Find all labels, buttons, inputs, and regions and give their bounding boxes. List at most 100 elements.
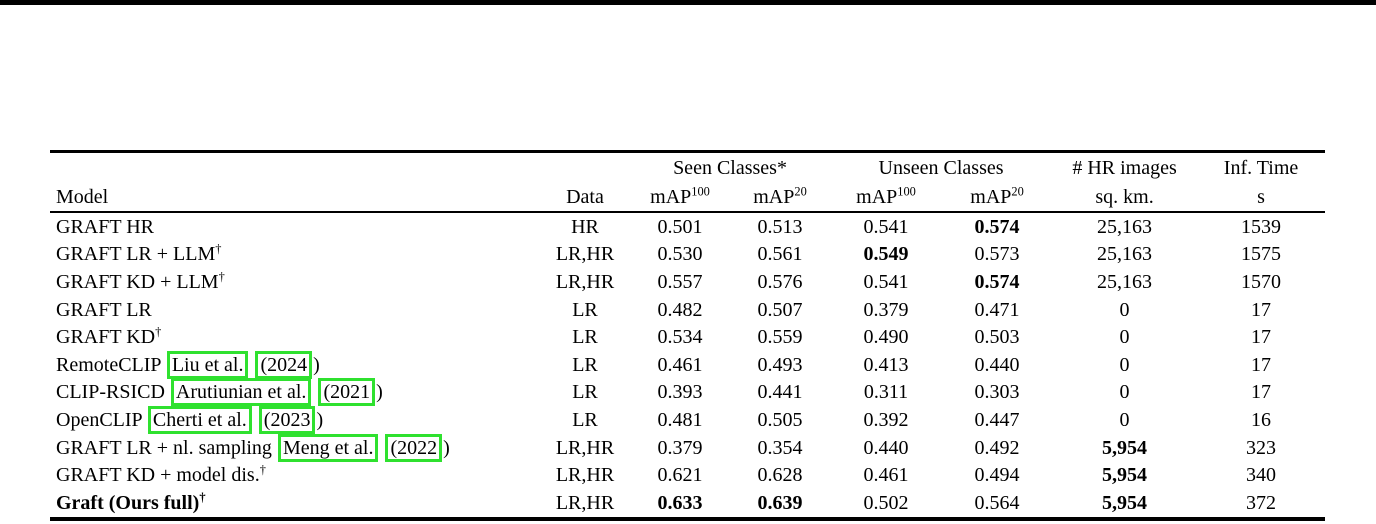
map-exponent: 20 <box>1011 184 1024 199</box>
model-text: RemoteCLIP <box>56 353 166 376</box>
header-seen-map20: mAP20 <box>730 182 831 213</box>
value-cell: 0.561 <box>757 243 803 266</box>
model-cell: GRAFT LR <box>50 296 540 324</box>
value-cell: LR <box>572 353 598 376</box>
citation-box[interactable]: Cherti et al. <box>147 405 252 434</box>
model-text: GRAFT KD + model dis. <box>56 464 260 487</box>
value-cell: 0.461 <box>657 353 703 376</box>
model-cell: GRAFT KD + LLM† <box>50 268 540 296</box>
dagger-mark: † <box>199 490 206 505</box>
value-cell: 323 <box>1246 436 1277 459</box>
value-cell: 0.633 <box>630 488 730 521</box>
model-cell: GRAFT KD + model dis.† <box>50 461 540 489</box>
model-cell: GRAFT KD† <box>50 323 540 351</box>
value-cell: 0.503 <box>974 326 1020 349</box>
table-row: GRAFT KD + model dis.† LR,HR 0.621 0.628 0.4… <box>50 461 1325 489</box>
value-cell: 0.493 <box>757 353 803 376</box>
table-row: OpenCLIP Cherti et al. (2023) LR 0.481 0.50… <box>50 405 1325 434</box>
citation-box[interactable]: Liu et al. <box>166 350 249 379</box>
model-text <box>253 409 258 431</box>
value-cell: 0.621 <box>657 464 703 487</box>
header-sq-km: sq. km. <box>1052 182 1198 213</box>
citation-box[interactable]: (2024 <box>255 350 313 379</box>
value-cell: 0.303 <box>974 381 1020 404</box>
value-cell: 0.513 <box>757 215 803 238</box>
value-cell: LR,HR <box>540 488 630 521</box>
value-cell: 17 <box>1251 381 1272 404</box>
table-row: GRAFT LR + nl. sampling Meng et al. (202… <box>50 433 1325 462</box>
value-cell: LR,HR <box>555 243 615 266</box>
model-cell: Graft (Ours full)† <box>50 488 540 521</box>
map-label: mAP <box>856 186 898 208</box>
value-cell: LR,HR <box>555 270 615 293</box>
value-cell: 0.482 <box>657 298 703 321</box>
value-cell: LR,HR <box>555 464 615 487</box>
model-cell: RemoteCLIP Liu et al. (2024) <box>50 350 540 379</box>
model-cell: CLIP-RSICD Arutiunian et al. (2021) <box>50 378 540 407</box>
value-cell: 0.534 <box>657 326 703 349</box>
value-cell: 0.393 <box>657 381 703 404</box>
value-cell: 0.507 <box>757 298 803 321</box>
value-cell: 0.490 <box>863 326 909 349</box>
dagger-mark: † <box>155 324 162 339</box>
value-cell: 0.501 <box>657 215 703 238</box>
map-exponent: 20 <box>794 184 807 199</box>
model-text <box>312 381 317 403</box>
value-cell: HR <box>571 215 599 238</box>
value-cell: 0.471 <box>974 298 1020 321</box>
value-cell: 0 <box>1119 408 1130 431</box>
value-cell: 16 <box>1251 408 1272 431</box>
dagger-mark: † <box>215 241 222 256</box>
model-cell: GRAFT LR + LLM† <box>50 241 540 269</box>
header-inf-time: Inf. Time <box>1197 150 1326 182</box>
value-cell: 0.564 <box>942 488 1053 521</box>
model-text: OpenCLIP <box>56 408 147 431</box>
citation-box[interactable]: (2022 <box>385 433 443 462</box>
header-spacer-data <box>540 150 630 182</box>
model-cell: OpenCLIP Cherti et al. (2023) <box>50 405 540 434</box>
citation-box[interactable]: Arutiunian et al. <box>170 378 312 407</box>
table-header: Seen Classes* Unseen Classes # HR images… <box>50 150 1326 213</box>
value-cell: 1570 <box>1241 270 1282 293</box>
model-text: ) <box>313 353 320 376</box>
value-cell: 1539 <box>1241 215 1282 238</box>
value-cell: 0 <box>1119 353 1130 376</box>
header-unseen-group: Unseen Classes <box>830 150 1053 182</box>
table-row: GRAFT LR LR 0.482 0.507 0.379 0.471 0 17 <box>50 296 1325 324</box>
value-cell: 0.379 <box>657 436 703 459</box>
citation-box[interactable]: (2021 <box>318 378 376 407</box>
value-cell: 0.481 <box>657 408 703 431</box>
model-text: ) <box>316 408 324 431</box>
value-cell: 0.494 <box>974 464 1020 487</box>
value-cell: 17 <box>1251 298 1272 321</box>
citation-box[interactable]: (2023 <box>258 405 316 434</box>
value-cell: 1575 <box>1241 243 1282 266</box>
top-horizontal-rule <box>0 0 1376 5</box>
model-text: ) <box>376 381 383 404</box>
map-exponent: 100 <box>691 184 710 199</box>
value-cell: 0.549 <box>863 243 909 266</box>
value-cell: 0.541 <box>863 270 909 293</box>
value-cell: 0.440 <box>863 436 909 459</box>
value-cell: 0.413 <box>863 353 909 376</box>
value-cell: 0.354 <box>757 436 803 459</box>
table-row: GRAFT HR HR 0.501 0.513 0.541 0.574 25,163 1539 <box>50 212 1325 241</box>
value-cell: 0.502 <box>830 488 943 521</box>
dagger-mark: † <box>259 462 266 477</box>
value-cell: 5,954 <box>1102 436 1148 459</box>
value-cell: 0.574 <box>974 270 1020 293</box>
value-cell: 17 <box>1251 326 1272 349</box>
value-cell: 372 <box>1197 488 1326 521</box>
model-cell: GRAFT LR + nl. sampling Meng et al. (202… <box>50 433 540 462</box>
citation-box[interactable]: Meng et al. <box>277 433 379 462</box>
model-text <box>249 354 254 376</box>
value-cell: 0.392 <box>863 408 909 431</box>
model-text: Graft (Ours full) <box>56 491 200 514</box>
table-body: GRAFT HR HR 0.501 0.513 0.541 0.574 25,163 1539… <box>50 212 1326 521</box>
value-cell: 0.379 <box>863 298 909 321</box>
value-cell: LR,HR <box>555 436 615 459</box>
map-label: mAP <box>970 186 1012 208</box>
value-cell: 0.530 <box>657 243 703 266</box>
header-model: Model <box>50 182 540 213</box>
model-text: CLIP-RSICD <box>56 381 170 404</box>
